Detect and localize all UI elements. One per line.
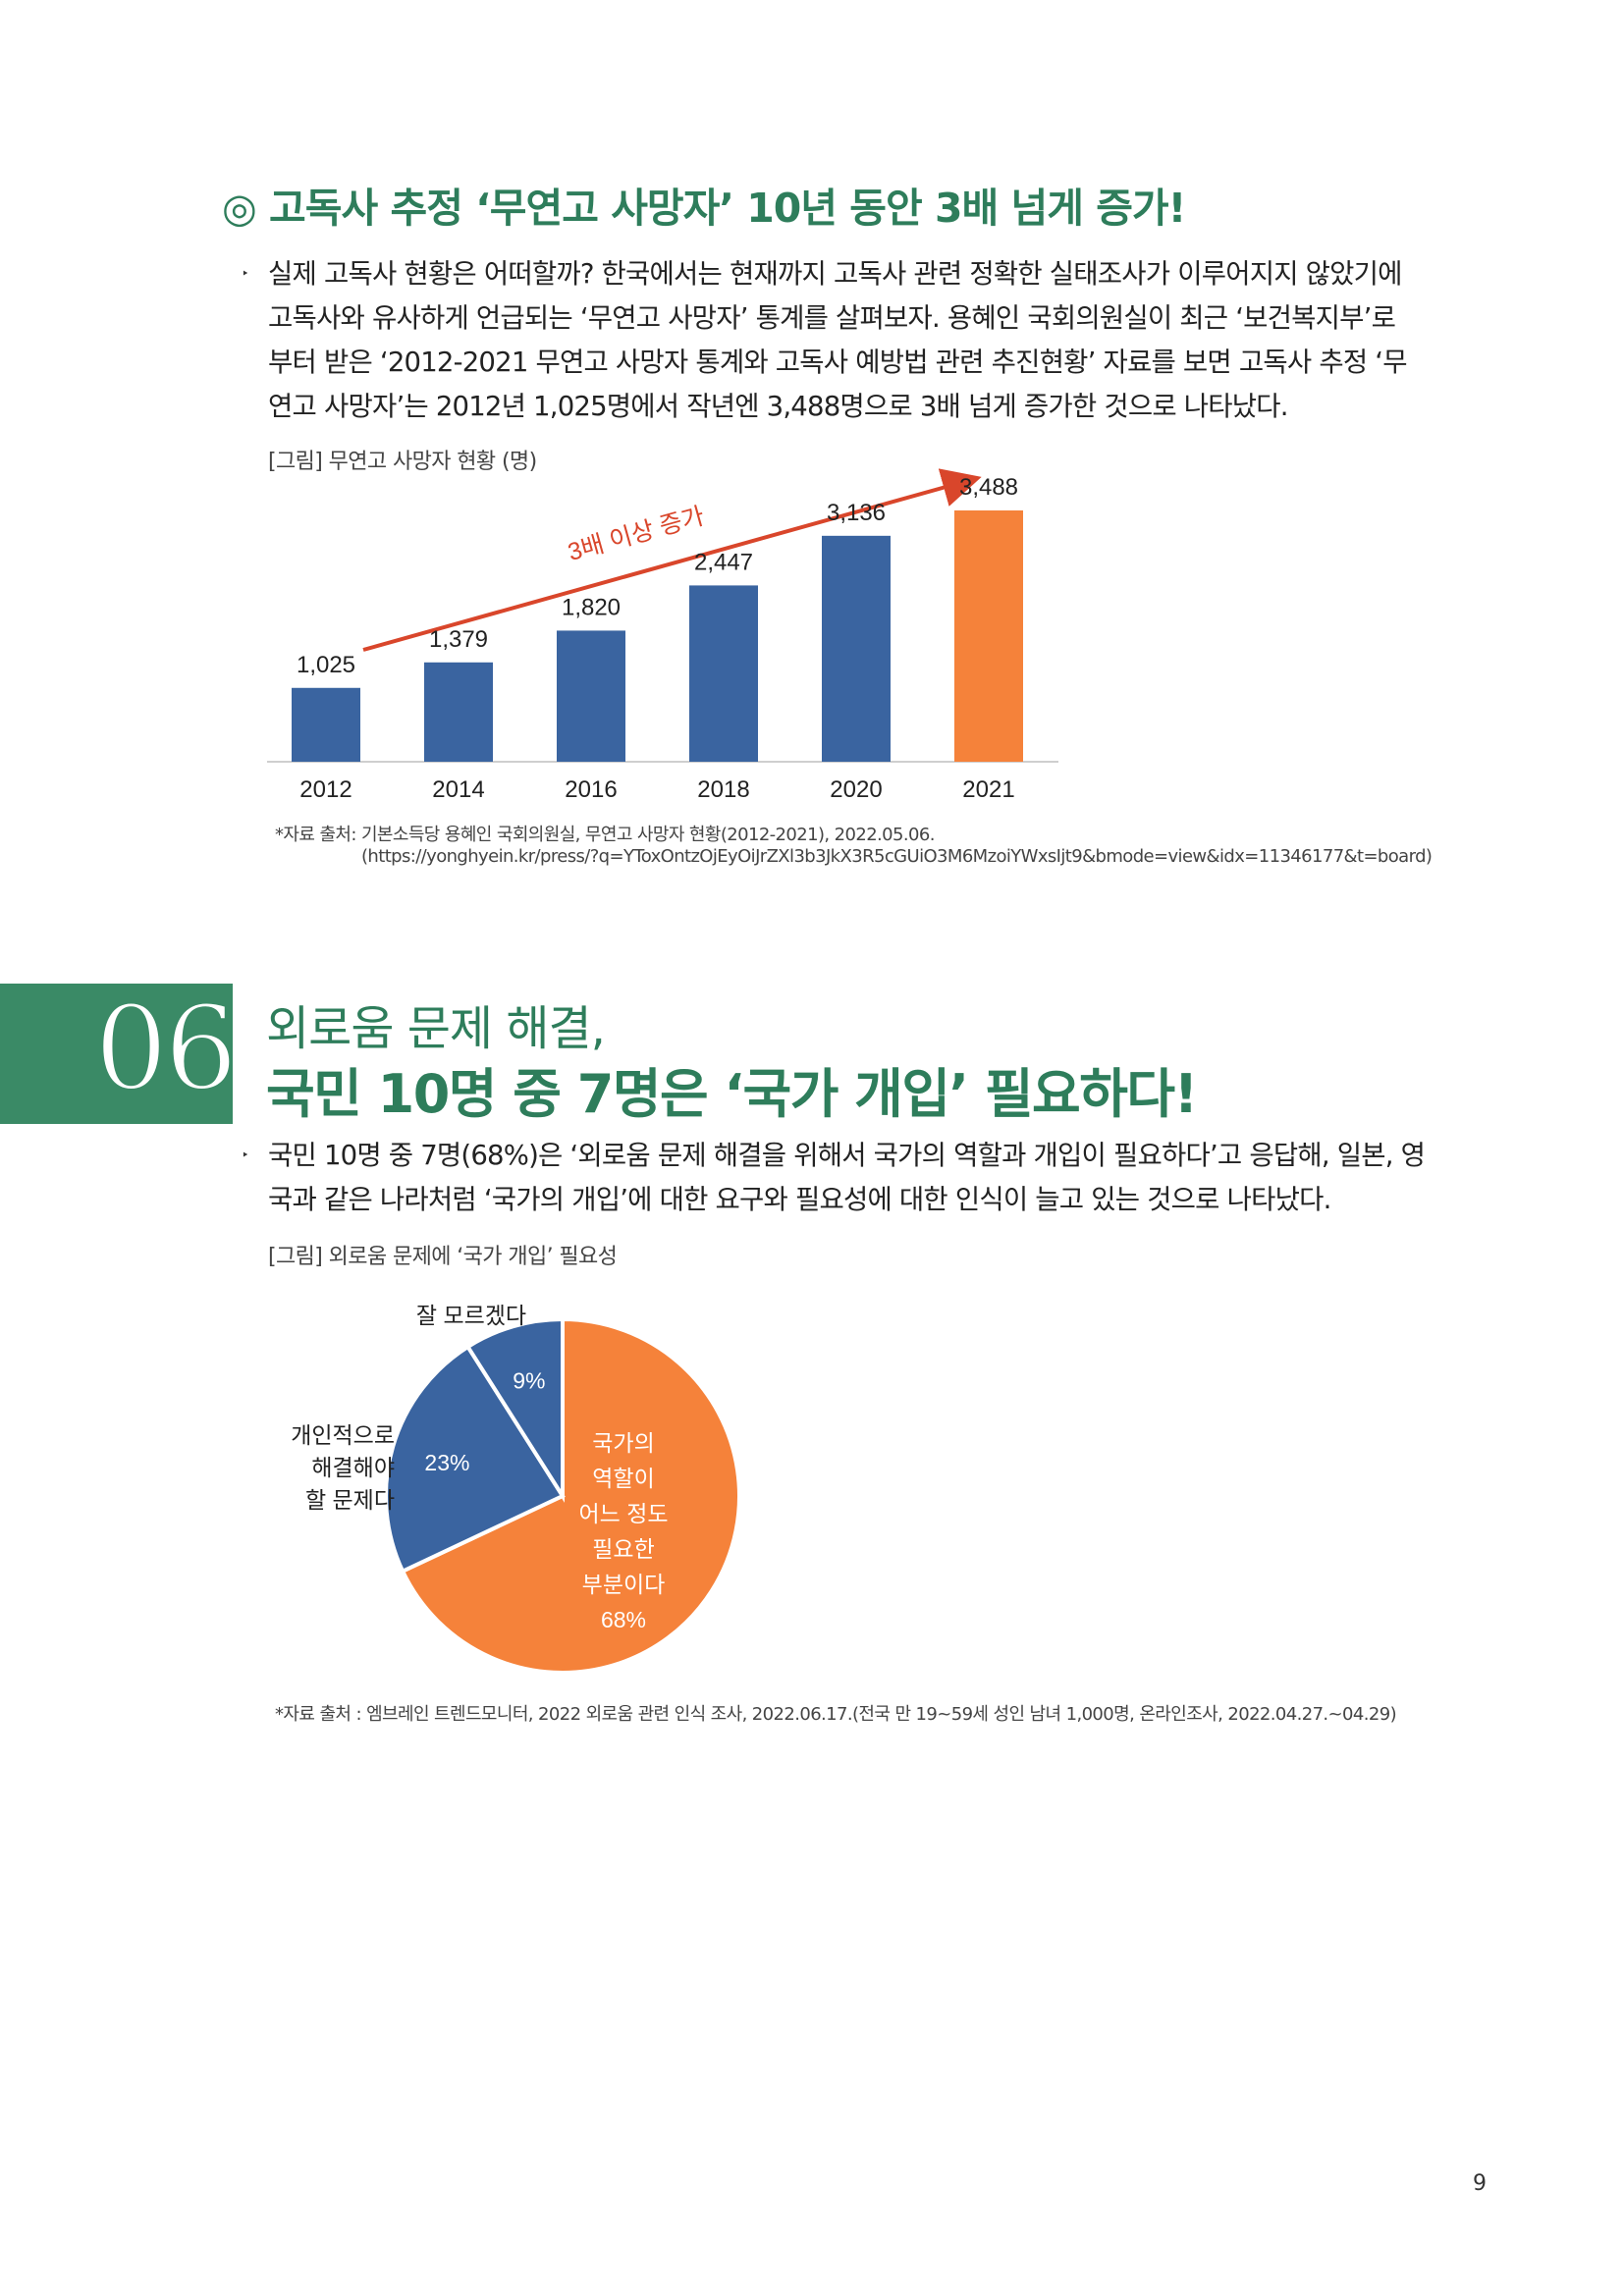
bar — [954, 510, 1023, 762]
trend-annotation: 3배 이상 증가 — [565, 503, 707, 566]
section-number: 06 — [92, 980, 239, 1118]
figure-caption: [그림] 무연고 사망자 현황 (명) — [268, 450, 537, 474]
pie-value-label: 9% — [513, 1367, 545, 1393]
section-heading: ◎ 고독사 추정 ‘무연고 사망자’ 10년 동안 3배 넘게 증가! — [222, 185, 1186, 232]
pie-slice-label: 개인적으로 — [291, 1422, 395, 1448]
source-note: *자료 출처 : 엠브레인 트렌드모니터, 2022 외로움 관련 인식 조사,… — [275, 1704, 1397, 1725]
paragraph-line: 국과 같은 나라처럼 ‘국가의 개입’에 대한 요구와 필요성에 대한 인식이 … — [268, 1184, 1331, 1215]
bullet-marker: ‣ — [242, 267, 249, 282]
bar-value-label: 3,488 — [959, 474, 1018, 501]
bar-value-label: 3,136 — [827, 500, 886, 526]
bar — [822, 535, 891, 762]
pie-value-label: 68% — [601, 1607, 646, 1632]
figure-caption: [그림] 외로움 문제에 ‘국가 개입’ 필요성 — [268, 1245, 618, 1269]
pie-slice-label: 해결해야 — [311, 1455, 395, 1480]
pie-slice-label: 필요한 — [592, 1536, 654, 1562]
bar — [689, 585, 758, 762]
x-tick-label: 2021 — [962, 776, 1014, 803]
bar-value-label: 1,379 — [429, 626, 488, 653]
paragraph-line: 연고 사망자’는 2012년 1,025명에서 작년엔 3,488명으로 3배 … — [268, 391, 1289, 422]
pie-slice — [464, 1316, 565, 1503]
bar-value-label: 1,025 — [297, 652, 355, 678]
x-tick-label: 2018 — [697, 776, 749, 803]
paragraph-line: 고독사와 유사하게 언급되는 ‘무연고 사망자’ 통계를 살펴보자. 용혜인 국… — [268, 302, 1396, 334]
paragraph: 국민 10명 중 7명(68%)은 ‘외로움 문제 해결을 위해서 국가의 역할… — [268, 1134, 1486, 1222]
paragraph: 실제 고독사 현황은 어떠할까? 한국에서는 현재까지 고독사 관련 정확한 실… — [268, 252, 1486, 429]
paragraph-line: 실제 고독사 현황은 어떠할까? 한국에서는 현재까지 고독사 관련 정확한 실… — [268, 258, 1402, 290]
paragraph-line: 국민 10명 중 7명(68%)은 ‘외로움 문제 해결을 위해서 국가의 역할… — [268, 1140, 1426, 1171]
source-note: *자료 출처: 기본소득당 용혜인 국회의원실, 무연고 사망자 현황(2012… — [275, 825, 935, 845]
bullet-marker: ‣ — [242, 1148, 249, 1163]
x-tick-label: 2016 — [565, 776, 617, 803]
pie-slice — [400, 1316, 741, 1675]
bar-value-label: 1,820 — [562, 594, 621, 620]
paragraph-line: 부터 받은 ‘2012-2021 무연고 사망자 통계와 고독사 예방법 관련 … — [268, 347, 1408, 378]
page-number: 9 — [1473, 2171, 1487, 2196]
bar — [424, 662, 493, 762]
trend-arrow — [362, 468, 982, 652]
x-tick-label: 2014 — [432, 776, 484, 803]
pie-value-label: 23% — [424, 1450, 469, 1475]
section-number-block — [0, 984, 233, 1124]
bar-chart: 3배 이상 증가 1,025 2012 1,379 2014 1,820 2016 2,44… — [267, 468, 1058, 803]
pie-slice-label: 어느 정도 — [578, 1501, 668, 1526]
section-title-line1: 외로움 문제 해결, — [266, 1001, 606, 1056]
bar — [292, 687, 360, 762]
pie-slice-label: 부분이다 — [582, 1572, 666, 1597]
bar-value-label: 2,447 — [694, 549, 753, 575]
x-tick-label: 2020 — [830, 776, 882, 803]
pie-slice-label: 역할이 — [592, 1466, 654, 1491]
x-tick-label: 2012 — [299, 776, 352, 803]
pie-slice — [384, 1344, 566, 1575]
source-url: (https://yonghyein.kr/press/?q=YToxOntzO… — [361, 846, 1433, 867]
bar — [557, 630, 625, 762]
pie-slice-label: 국가의 — [592, 1430, 654, 1456]
pie-slice-label: 할 문제다 — [305, 1487, 395, 1513]
pie-slice-label: 잘 모르겠다 — [416, 1303, 526, 1328]
section-title-line2: 국민 10명 중 7명은 ‘국가 개입’ 필요하다! — [266, 1063, 1198, 1125]
